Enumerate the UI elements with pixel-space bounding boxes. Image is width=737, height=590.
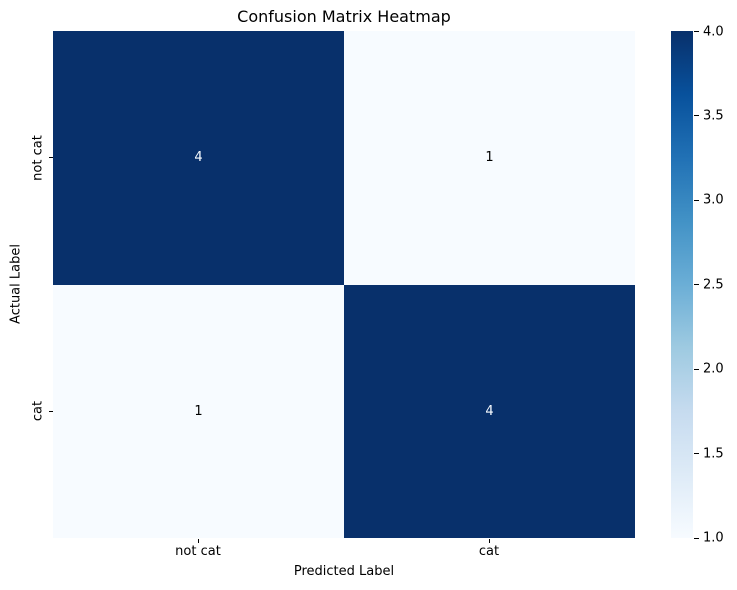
cell-annotation: 1 — [485, 150, 494, 166]
colorbar-tick-mark — [694, 538, 699, 539]
colorbar-tick-label: 2.5 — [703, 277, 724, 293]
y-tick-mark — [49, 157, 53, 158]
chart-title: Confusion Matrix Heatmap — [237, 7, 451, 26]
colorbar-tick-label: 4.0 — [703, 24, 724, 40]
colorbar-tick-mark — [694, 200, 699, 201]
colorbar-tick-label: 2.0 — [703, 361, 724, 377]
heatmap-plot-area: 4 1 1 4 — [53, 31, 635, 538]
colorbar-tick-label: 3.5 — [703, 108, 724, 124]
heatmap-cell-r0c0: 4 — [53, 31, 344, 285]
heatmap-cell-r1c0: 1 — [53, 284, 344, 538]
x-tick-mark — [489, 539, 490, 543]
x-tick-mark — [198, 539, 199, 543]
cell-annotation: 1 — [194, 403, 203, 419]
cell-annotation: 4 — [485, 403, 494, 419]
colorbar-tick-mark — [694, 453, 699, 454]
heatmap-cell-r0c1: 1 — [344, 31, 635, 285]
colorbar-tick-mark — [694, 284, 699, 285]
colorbar-tick-mark — [694, 115, 699, 116]
cell-annotation: 4 — [194, 150, 203, 166]
colorbar-tick-mark — [694, 31, 699, 32]
colorbar-tick-mark — [694, 369, 699, 370]
colorbar-gradient — [671, 31, 693, 538]
y-tick-label-cat: cat — [30, 400, 46, 422]
y-tick-label-not-cat: not cat — [30, 135, 46, 181]
y-axis-label: Actual Label — [8, 244, 24, 324]
colorbar-tick-label: 1.5 — [703, 446, 724, 462]
colorbar-tick-label: 3.0 — [703, 192, 724, 208]
x-tick-label-cat: cat — [478, 544, 500, 559]
x-axis-label: Predicted Label — [293, 564, 395, 579]
x-tick-label-not-cat: not cat — [175, 544, 221, 559]
y-tick-mark — [49, 411, 53, 412]
colorbar-tick-label: 1.0 — [703, 530, 724, 546]
heatmap-cell-r1c1: 4 — [344, 284, 635, 538]
